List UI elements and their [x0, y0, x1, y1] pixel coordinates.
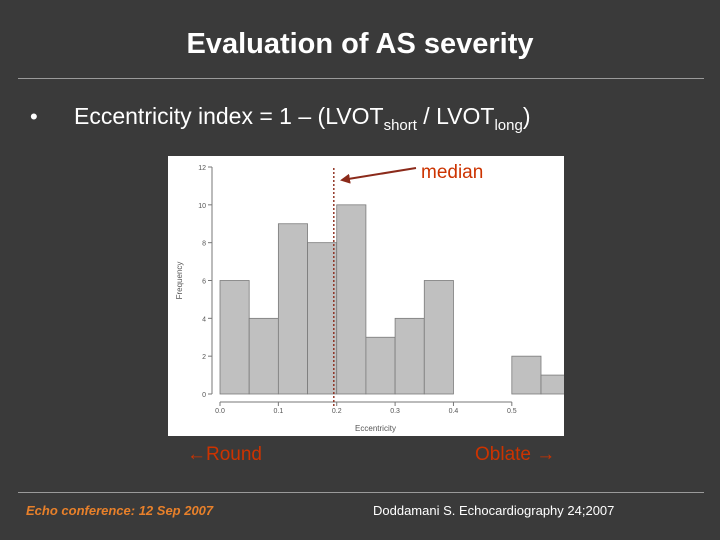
x-tick-label: 0.1: [273, 408, 283, 415]
histogram-bar: [511, 355, 542, 395]
eccentricity-formula: Eccentricity index = 1 – (LVOTshort / LV…: [74, 103, 531, 134]
histogram-bar: [394, 317, 425, 395]
histogram-bar: [423, 280, 454, 395]
oblate-label: Oblate →: [475, 444, 556, 465]
eccentricity-histogram: 0 2 4 6 8 10 12 0.0 0.1 0.2 0.3 0.4 0.5 Eccentricity F…: [175, 165, 564, 433]
footer-conference: Echo conference: 12 Sep 2007: [26, 503, 214, 518]
formula-suffix: ): [522, 103, 531, 129]
histogram-bar: [336, 204, 367, 395]
histogram-bar: [219, 280, 250, 395]
histogram-bar: [277, 223, 308, 395]
median-label: median: [421, 162, 484, 183]
x-tick-label: 0.3: [390, 408, 400, 415]
title-divider: [18, 78, 704, 79]
x-tick-label: 0.2: [332, 408, 342, 415]
bullet-marker: •: [30, 104, 38, 129]
y-tick-label: 8: [202, 241, 206, 248]
y-tick-label: 10: [198, 203, 206, 210]
round-label: ←Round: [187, 444, 262, 465]
y-axis-label: Frequency: [175, 262, 184, 300]
y-tick-label: 6: [202, 279, 206, 286]
histogram-bar: [365, 336, 396, 395]
histogram-bar: [248, 317, 279, 395]
histogram-panel: 0 2 4 6 8 10 12 0.0 0.1 0.2 0.3 0.4 0.5 Eccentricity F…: [168, 156, 564, 436]
x-tick-label: 0.5: [507, 408, 517, 415]
y-tick-label: 2: [202, 354, 206, 361]
histogram-bar: [540, 374, 564, 395]
slide-title: Evaluation of AS severity: [186, 28, 534, 60]
y-tick-label: 0: [202, 392, 206, 399]
x-axis-label: Eccentricity: [355, 424, 396, 433]
formula-middle: / LVOT: [416, 103, 495, 129]
footer-divider: [18, 492, 704, 493]
x-tick-label: 0.4: [449, 408, 459, 415]
formula-prefix: Eccentricity index = 1 – (LVOT: [74, 103, 384, 129]
x-tick-label: 0.0: [215, 408, 225, 415]
formula-subscript-long: long: [494, 117, 523, 134]
y-tick-label: 12: [198, 165, 206, 172]
y-tick-label: 4: [202, 316, 206, 323]
histogram-bar: [307, 242, 338, 395]
footer-citation: Doddamani S. Echocardiography 24;2007: [373, 503, 615, 518]
formula-subscript-short: short: [383, 117, 417, 134]
